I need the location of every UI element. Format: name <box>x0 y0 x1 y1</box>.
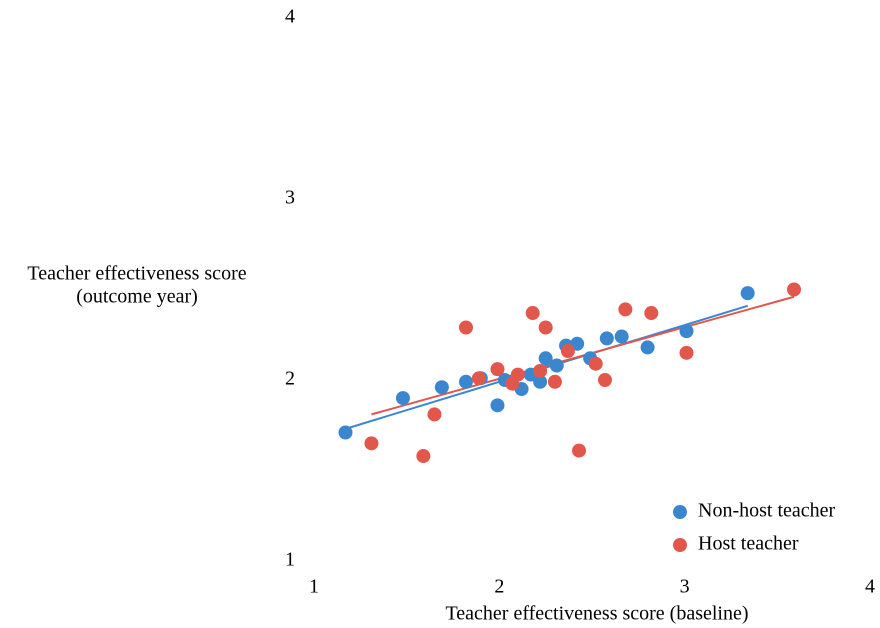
data-point <box>740 286 755 301</box>
legend-marker <box>673 505 687 519</box>
legend-marker <box>673 538 687 552</box>
data-point <box>490 362 505 377</box>
data-point <box>538 351 553 366</box>
data-point <box>787 282 802 297</box>
x-tick-label: 1 <box>309 576 319 598</box>
data-point <box>549 358 564 373</box>
y-axis-label: (outcome year) <box>76 286 198 308</box>
x-tick-label: 3 <box>680 576 690 598</box>
data-point <box>434 380 449 395</box>
data-point <box>618 302 633 317</box>
data-point <box>395 391 410 406</box>
y-axis-label: Teacher effectiveness score <box>27 263 246 285</box>
data-point <box>458 320 473 335</box>
x-tick-label: 4 <box>865 576 875 598</box>
data-point <box>427 407 442 422</box>
trend-line <box>371 295 795 416</box>
data-point <box>599 331 614 346</box>
data-point <box>338 425 353 440</box>
data-point <box>640 340 655 355</box>
data-point <box>471 371 486 386</box>
data-point <box>533 363 548 378</box>
trend-line <box>345 304 748 430</box>
data-point <box>560 344 575 359</box>
data-point <box>679 324 694 339</box>
x-axis-label: Teacher effectiveness score (baseline) <box>445 603 748 625</box>
y-tick-label: 3 <box>285 187 295 209</box>
data-point <box>533 374 548 389</box>
data-point <box>458 374 473 389</box>
x-tick-label: 2 <box>494 576 504 598</box>
y-tick-label: 1 <box>285 549 295 571</box>
data-point <box>644 306 659 321</box>
data-point <box>538 320 553 335</box>
data-point <box>525 306 540 321</box>
data-point <box>364 436 379 451</box>
data-point <box>572 443 587 458</box>
legend-label: Non-host teacher <box>698 500 836 522</box>
data-point <box>679 345 694 360</box>
data-point <box>597 373 612 387</box>
y-tick-label: 2 <box>285 368 295 390</box>
legend-label: Host teacher <box>698 533 799 555</box>
y-tick-label: 4 <box>285 6 295 28</box>
data-point <box>416 449 431 464</box>
data-point <box>547 374 562 389</box>
data-point <box>490 398 505 413</box>
data-point <box>588 356 603 371</box>
data-point <box>614 329 629 344</box>
data-point <box>510 367 525 382</box>
